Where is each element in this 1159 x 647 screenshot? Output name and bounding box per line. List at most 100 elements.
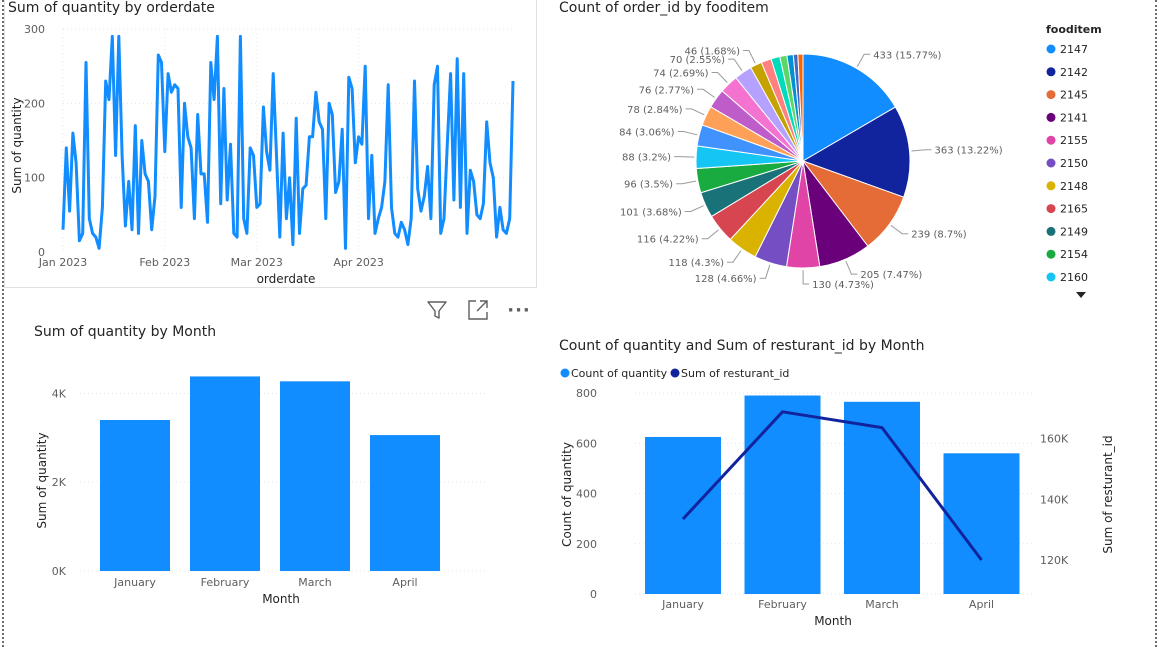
legend-item: 2141 (1060, 111, 1088, 124)
data-label: 88 (3.2%) (622, 153, 671, 164)
leader-line (684, 205, 704, 212)
leader-line (856, 53, 871, 67)
legend-marker (1046, 112, 1056, 122)
legend-marker (1046, 158, 1056, 168)
data-label: 433 (15.77%) (873, 50, 941, 61)
x-tick-label: April (969, 598, 994, 611)
line-visual-frame (4, 0, 537, 288)
legend-item: 2147 (1060, 43, 1088, 56)
x-tick-label: Feb 2023 (139, 256, 190, 269)
bar (645, 436, 721, 594)
y-tick-label: 2K (52, 476, 67, 489)
x-tick-label: Mar 2023 (231, 256, 283, 269)
x-tick-label: February (758, 598, 807, 611)
leader-line (676, 180, 696, 185)
legend-marker (1046, 67, 1056, 77)
data-label: 363 (13.22%) (935, 146, 1003, 157)
x-tick-label: March (865, 598, 899, 611)
leader-line (677, 131, 698, 136)
bar (370, 435, 440, 571)
leader-line (890, 224, 909, 235)
x-tick-label: April (392, 576, 417, 589)
x-axis-title: Month (814, 614, 852, 628)
legend-marker (670, 368, 680, 378)
data-label: 205 (7.47%) (860, 270, 922, 281)
legend-marker (1046, 90, 1056, 100)
legend-marker (1046, 272, 1056, 282)
x-tick-label: February (201, 576, 250, 589)
y2-axis-title: Sum of resturant_id (1101, 435, 1115, 553)
pie-chart[interactable]: 433 (15.77%) 363 (13.22%) 239 (8.7%) 205 (7… (540, 0, 1155, 300)
data-label: 118 (4.3%) (669, 258, 725, 269)
legend-scroll-down-icon (1076, 292, 1086, 298)
legend-item: 2145 (1060, 89, 1088, 102)
data-label: 96 (3.5%) (624, 180, 673, 191)
leader-line (674, 156, 695, 158)
legend-marker (1046, 181, 1056, 191)
data-label: 101 (3.68%) (620, 208, 682, 219)
leader-line (728, 58, 743, 71)
legend-marker (1046, 226, 1056, 236)
combo-chart[interactable]: Count of quantity Sum of resturant_id 0 200… (540, 355, 1155, 647)
legend-marker (1046, 204, 1056, 214)
legend-item: 2154 (1060, 248, 1088, 261)
bar (190, 376, 260, 571)
x-tick-label: January (113, 576, 156, 589)
canvas-border (1155, 0, 1157, 647)
pie-slice (802, 53, 897, 162)
bar (844, 401, 920, 594)
bar (943, 453, 1020, 594)
bar-chart-title: Sum of quantity by Month (34, 324, 217, 340)
leader-line (802, 270, 810, 285)
legend-title: fooditem (1046, 23, 1102, 36)
leader-line (759, 264, 771, 279)
y2-tick-label: 140K (1040, 493, 1069, 506)
data-label: 130 (4.73%) (812, 280, 874, 291)
series-line (61, 34, 515, 250)
y-tick-label: 0 (590, 588, 597, 601)
leader-line (685, 108, 705, 116)
y-tick-label: 0 (38, 246, 45, 259)
y-tick-label: 200 (24, 97, 45, 110)
data-label: 78 (2.84%) (627, 105, 683, 116)
y-tick-label: 800 (576, 387, 597, 400)
bar (280, 381, 350, 571)
legend-item: Count of quantity (571, 367, 668, 380)
leader-line (711, 72, 728, 83)
pie-chart-title: Count of order_id by fooditem (559, 0, 769, 16)
filter-icon[interactable] (422, 296, 452, 324)
legend-item: 2155 (1060, 134, 1088, 147)
bar (744, 395, 821, 594)
leader-line (697, 88, 715, 98)
data-label: 128 (4.66%) (695, 274, 757, 285)
line-chart[interactable]: 0 100 200 300 Jan 2023 Feb 2023 Mar 2023 Apr 20… (0, 0, 540, 295)
data-label: 76 (2.77%) (639, 85, 695, 96)
legend-marker (560, 368, 570, 378)
legend-item: 2148 (1060, 180, 1088, 193)
legend-item: 2142 (1060, 66, 1088, 79)
y-tick-label: 0K (52, 565, 67, 578)
focus-mode-icon[interactable] (463, 296, 493, 324)
x-axis-title: orderdate (257, 272, 316, 286)
x-tick-label: January (661, 598, 704, 611)
y2-tick-label: 120K (1040, 554, 1069, 567)
y-tick-label: 200 (576, 538, 597, 551)
y-axis-title: Sum of quantity (35, 432, 49, 528)
y-tick-label: 600 (576, 437, 597, 450)
focus-mode-icon-glyph (468, 300, 488, 320)
bar-chart[interactable]: 0K 2K 4K January February March April Month Sum … (0, 340, 540, 640)
data-label: 46 (1.68%) (685, 47, 741, 58)
leader-line (845, 261, 858, 275)
more-options-icon[interactable]: ··· (507, 299, 531, 321)
data-label: 74 (2.69%) (653, 69, 709, 80)
pie-slice (797, 53, 804, 162)
pie-slice (801, 106, 911, 198)
leader-line (701, 229, 719, 240)
combo-chart-title: Count of quantity and Sum of resturant_i… (559, 338, 925, 354)
legend-item: 2160 (1060, 271, 1088, 284)
data-label: 70 (2.55%) (670, 55, 726, 66)
y2-tick-label: 160K (1040, 433, 1069, 446)
legend-marker (1046, 249, 1056, 259)
canvas-border (2, 0, 4, 647)
leader-line (911, 149, 932, 152)
